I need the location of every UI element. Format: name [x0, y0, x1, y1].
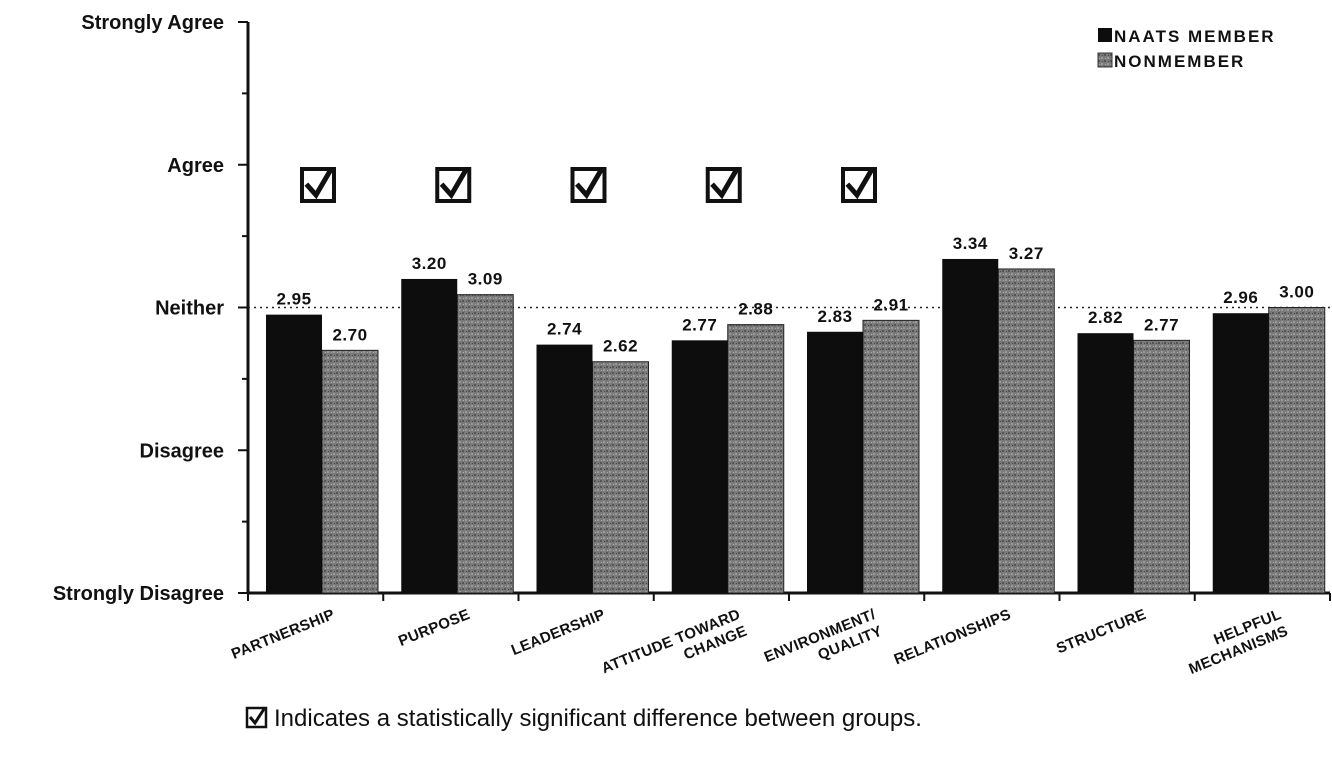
- category-label: RELATIONSHIPS: [892, 606, 1014, 668]
- bar-labels-layer: 2.95 2.70 3.20 3.09 2.74 2.62 2.77 2.88 2.83 2.91…: [276, 234, 1314, 356]
- category-label: PARTNERSHIP: [229, 606, 337, 663]
- bar-nonmember: [997, 268, 1055, 594]
- bar-value-label-member: 3.20: [412, 254, 447, 273]
- bar-value-label-nonmember: 2.91: [873, 295, 908, 314]
- bar-nonmember: [1268, 307, 1326, 594]
- checked-box-icon: [570, 167, 607, 203]
- bar-value-label-nonmember: 2.88: [738, 300, 773, 319]
- significance-checks-layer: [300, 167, 877, 203]
- bar-value-label-nonmember: 3.00: [1279, 283, 1314, 302]
- y-tick-label: Disagree: [140, 440, 225, 462]
- category-label-line: STRUCTURE: [1054, 606, 1149, 657]
- bar-naats-member: [1077, 333, 1134, 593]
- bar-value-label-member: 3.34: [953, 234, 988, 253]
- bar-value-label-member: 2.96: [1223, 288, 1258, 307]
- legend: NAATS MEMBER NONMEMBER: [1097, 27, 1276, 71]
- bar-naats-member: [671, 340, 728, 593]
- category-label: LEADERSHIP: [509, 606, 608, 659]
- bar-value-label-nonmember: 2.62: [603, 337, 638, 356]
- bar-naats-member: [401, 278, 458, 593]
- checked-box-icon: [300, 167, 336, 203]
- bar-value-label-nonmember: 3.27: [1009, 244, 1044, 263]
- category-label: PURPOSE: [396, 606, 472, 650]
- legend-swatch-member: [1098, 28, 1112, 42]
- y-tick-label: Agree: [167, 155, 224, 177]
- legend-swatch-nonmember: [1097, 52, 1113, 68]
- bar-nonmember: [592, 361, 649, 594]
- checked-box-icon: [435, 167, 472, 203]
- y-tick-label: Strongly Agree: [81, 12, 224, 34]
- footnote: Indicates a statistically significant di…: [245, 705, 922, 732]
- bar-naats-member: [1212, 313, 1269, 593]
- legend-label-member: NAATS MEMBER: [1114, 27, 1276, 46]
- bar-value-label-nonmember: 3.09: [468, 270, 503, 289]
- bar-naats-member: [807, 331, 863, 593]
- bar-nonmember: [456, 294, 514, 594]
- bar-nonmember: [1133, 339, 1190, 594]
- bar-naats-member: [536, 344, 593, 593]
- bar-value-label-nonmember: 2.77: [1144, 315, 1179, 334]
- bar-nonmember: [727, 324, 785, 594]
- checked-box-icon: [841, 167, 877, 203]
- bar-nonmember: [862, 319, 920, 594]
- category-label-line: LEADERSHIP: [509, 606, 608, 659]
- category-label-line: PARTNERSHIP: [229, 606, 337, 663]
- bar-value-label-member: 2.95: [276, 290, 311, 309]
- bar-value-label-member: 2.74: [547, 320, 582, 339]
- bar-value-label-member: 2.82: [1088, 308, 1123, 327]
- bars-layer: [266, 258, 1326, 594]
- category-label-line: PURPOSE: [396, 606, 472, 650]
- category-label: ENVIRONMENT/QUALITY: [762, 606, 885, 666]
- checked-box-icon: [245, 706, 268, 729]
- bar-nonmember: [321, 349, 379, 594]
- bar-naats-member: [942, 258, 999, 593]
- bar-naats-member: [266, 314, 322, 593]
- y-tick-label: Strongly Disagree: [53, 583, 224, 605]
- category-label-line: RELATIONSHIPS: [892, 606, 1014, 668]
- footnote-text: Indicates a statistically significant di…: [274, 705, 922, 732]
- bar-value-label-member: 2.83: [817, 307, 852, 326]
- legend-label-nonmember: NONMEMBER: [1114, 52, 1245, 71]
- y-tick-label: Neither: [155, 298, 224, 320]
- bar-value-label-member: 2.77: [682, 315, 717, 334]
- checked-box-icon: [705, 167, 742, 203]
- category-label: STRUCTURE: [1054, 606, 1149, 657]
- bar-value-label-nonmember: 2.70: [332, 325, 367, 344]
